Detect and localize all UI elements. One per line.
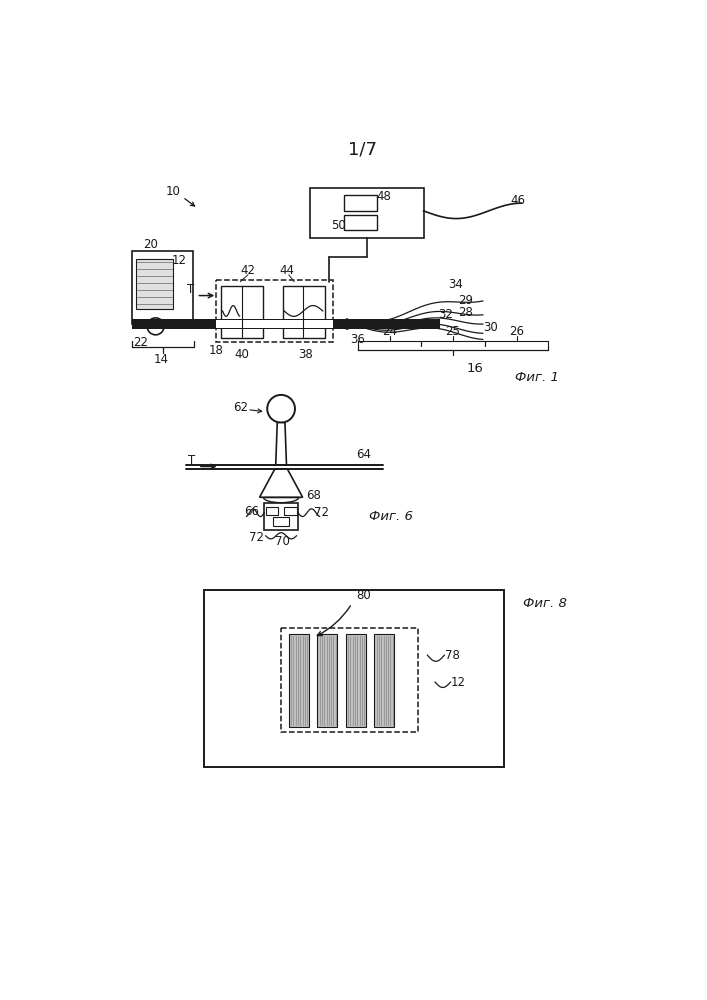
Text: 50: 50 <box>331 219 346 232</box>
Text: 72: 72 <box>314 506 329 519</box>
Text: Фиг. 8: Фиг. 8 <box>522 597 566 610</box>
Text: 64: 64 <box>356 448 371 461</box>
Text: 24: 24 <box>382 325 397 338</box>
Text: 46: 46 <box>510 194 525 207</box>
Bar <box>284 507 296 515</box>
Text: 28: 28 <box>458 306 474 319</box>
Text: 38: 38 <box>298 348 313 361</box>
Bar <box>216 280 333 342</box>
Bar <box>132 319 440 329</box>
Text: 62: 62 <box>233 401 249 414</box>
Text: Фиг. 1: Фиг. 1 <box>515 371 559 384</box>
Text: 20: 20 <box>143 238 158 251</box>
Text: 70: 70 <box>275 535 290 548</box>
Bar <box>132 251 192 324</box>
Text: 44: 44 <box>279 264 294 277</box>
Bar <box>310 188 423 238</box>
Text: 34: 34 <box>448 278 463 291</box>
Text: 80: 80 <box>356 589 371 602</box>
Polygon shape <box>276 423 286 465</box>
Bar <box>317 634 337 727</box>
Text: 78: 78 <box>445 649 460 662</box>
Text: 42: 42 <box>240 264 255 277</box>
Text: 29: 29 <box>458 294 474 307</box>
Text: 25: 25 <box>445 325 460 338</box>
Text: 1/7: 1/7 <box>349 140 378 158</box>
Bar <box>344 215 377 230</box>
Text: Фиг. 6: Фиг. 6 <box>368 510 412 523</box>
Text: 12: 12 <box>450 676 466 689</box>
Text: 72: 72 <box>249 531 264 544</box>
Bar <box>266 507 278 515</box>
Text: 48: 48 <box>377 190 392 204</box>
Text: 68: 68 <box>306 489 321 502</box>
Text: 10: 10 <box>166 185 181 198</box>
Bar <box>264 503 298 530</box>
Text: 26: 26 <box>509 325 524 338</box>
Text: 66: 66 <box>245 505 259 518</box>
Bar <box>288 634 309 727</box>
Bar <box>283 286 325 338</box>
Bar <box>136 259 173 309</box>
Bar <box>346 634 366 727</box>
Polygon shape <box>346 319 358 329</box>
Text: 32: 32 <box>438 308 453 321</box>
Bar <box>281 628 418 732</box>
Text: T: T <box>188 454 195 467</box>
Text: 22: 22 <box>134 336 148 349</box>
Bar <box>221 286 264 338</box>
Text: 36: 36 <box>351 333 366 346</box>
Bar <box>274 517 288 526</box>
Text: T: T <box>187 283 194 296</box>
Text: 30: 30 <box>483 321 498 334</box>
Bar <box>216 320 333 328</box>
Text: 40: 40 <box>235 348 250 361</box>
Text: 12: 12 <box>171 254 186 267</box>
Bar <box>344 195 377 211</box>
Polygon shape <box>259 469 303 497</box>
Bar <box>374 634 395 727</box>
Text: 14: 14 <box>153 353 168 366</box>
Bar <box>204 590 504 767</box>
Text: 16: 16 <box>467 362 484 375</box>
Text: 18: 18 <box>209 344 223 358</box>
